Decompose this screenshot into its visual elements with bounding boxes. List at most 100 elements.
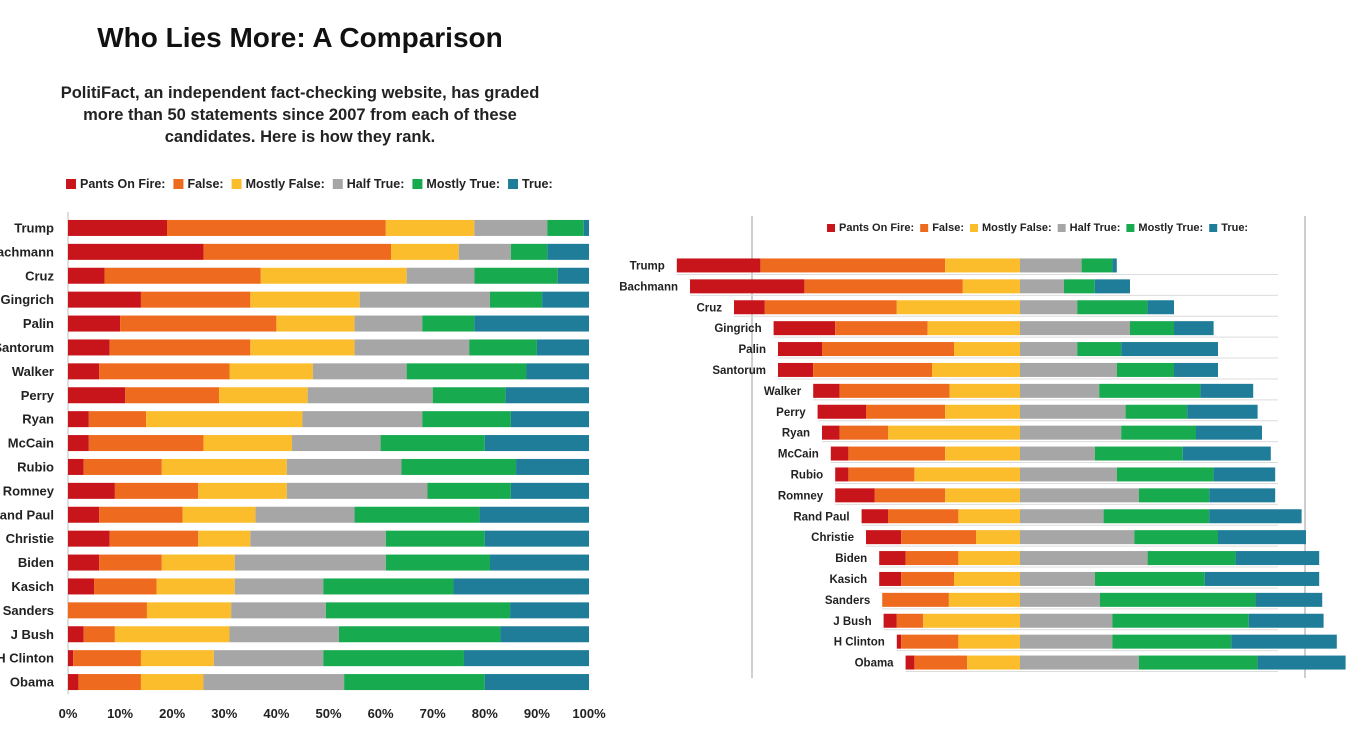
bar-segment-pants-on-fire [734,300,765,315]
bar-segment-pants-on-fire [817,404,866,419]
bar-segment-true [1182,446,1271,461]
x-tick-label: 0% [59,706,78,721]
bar-segment-mostly-false [958,509,1020,524]
bar-segment-false [99,506,183,523]
bar-segment-true [1257,655,1346,670]
x-tick-label: 50% [315,706,341,721]
bar-segment-false [83,626,115,643]
bar-segment-mostly-false [932,362,1020,377]
bar-segment-mostly-false [962,279,1020,294]
x-tick-label: 90% [524,706,550,721]
bar-segment-mostly-false [958,634,1020,649]
bar-segment-half-true [1020,425,1122,440]
bar-segment-half-true [307,387,433,404]
bar-segment-mostly-true [427,482,511,499]
bar-segment-mostly-false [949,383,1020,398]
bar-segment-true [463,650,589,667]
bar-segment-pants-on-fire [68,554,100,571]
bar-segment-true [1209,488,1276,503]
bar-segment-false [78,674,141,691]
bar-segment-pants-on-fire [879,551,906,566]
category-label: Palin [23,316,54,331]
bar-segment-mostly-false [976,530,1020,545]
legend-label-false: False: [932,222,964,234]
bar-segment-half-true [1020,404,1126,419]
bar-segment-true [1187,404,1258,419]
category-label: Cruz [696,302,722,314]
legend-swatch-true [508,179,519,189]
bar-segment-mostly-true [1125,404,1188,419]
category-label: Santorum [712,365,766,377]
bar-segment-half-true [292,435,381,452]
bar-segment-pants-on-fire [68,578,95,595]
legend-label-mostly-true: Mostly True: [1138,222,1203,234]
bar-segment-half-true [1020,321,1130,336]
bar-segment-true [1200,383,1254,398]
bar-segment-pants-on-fire [830,446,849,461]
bar-segment-mostly-false [945,258,1020,273]
bar-segment-mostly-true [338,626,501,643]
bar-segment-false [848,446,946,461]
bar-segment-mostly-false [146,411,303,428]
category-label: Walker [764,386,802,398]
bar-segment-false [901,571,954,586]
bar-segment-mostly-false [260,267,407,284]
bar-segment-pants-on-fire [68,339,110,356]
bar-segment-mostly-false [198,482,287,499]
category-label: Biden [835,553,867,565]
bar-segment-pants-on-fire [835,488,875,503]
bar-segment-true [1235,551,1320,566]
category-label: Santorum [0,340,54,355]
bar-segment-false [83,458,162,475]
bar-segment-half-true [1020,258,1082,273]
bar-segment-true [1196,425,1262,440]
category-label: Biden [18,555,54,570]
category-label: Obama [10,675,55,690]
bar-segment-true [500,626,589,643]
bar-segment-false [68,602,147,619]
category-label: Gingrich [714,323,761,335]
bar-segment-half-true [458,243,511,260]
category-label: Christie [811,532,854,544]
bar-segment-pants-on-fire [68,506,100,523]
category-label: McCain [778,449,819,461]
category-label: Kasich [11,579,54,594]
bar-segment-pants-on-fire [813,383,840,398]
bar-segment-false [839,425,888,440]
bar-segment-true [1213,467,1276,482]
bar-segment-true [516,458,589,475]
bar-segment-true [1112,258,1117,273]
bar-segment-mostly-false [198,530,251,547]
bar-segment-pants-on-fire [778,362,814,377]
bar-segment-mostly-false [203,435,293,452]
bar-segment-mostly-true [1077,342,1122,357]
category-label: Cruz [25,268,54,283]
bar-segment-false [905,551,959,566]
category-label: Trump [14,220,54,235]
bar-segment-pants-on-fire [68,530,110,547]
bar-segment-mostly-true [432,387,506,404]
x-tick-label: 100% [572,706,606,721]
bar-segment-mostly-false [276,315,355,332]
bar-segment-false [901,530,976,545]
bar-segment-half-true [302,411,423,428]
stacked-bar-chart: Pants On Fire: False: Mostly False: Half Tr… [0,177,606,721]
bar-segment-pants-on-fire [822,425,840,440]
bar-segment-mostly-false [888,425,1020,440]
bar-segment-half-true [1020,655,1139,670]
bar-segment-false [901,634,959,649]
bar-segment-false [88,435,204,452]
bar-segment-mostly-true [323,650,464,667]
bar-segment-pants-on-fire [68,243,204,260]
x-tick-label: 10% [107,706,133,721]
bar-segment-half-true [234,554,386,571]
bar-segment-pants-on-fire [68,650,74,667]
bar-segment-pants-on-fire [676,258,761,273]
category-label: J Bush [833,616,871,628]
x-tick-label: 40% [263,706,289,721]
bar-segment-half-true [1020,446,1095,461]
category-label: Perry [776,407,806,419]
bar-segment-pants-on-fire [896,634,902,649]
bar-segment-pants-on-fire [773,321,836,336]
legend-label-mostly-true: Mostly True: [426,177,500,191]
